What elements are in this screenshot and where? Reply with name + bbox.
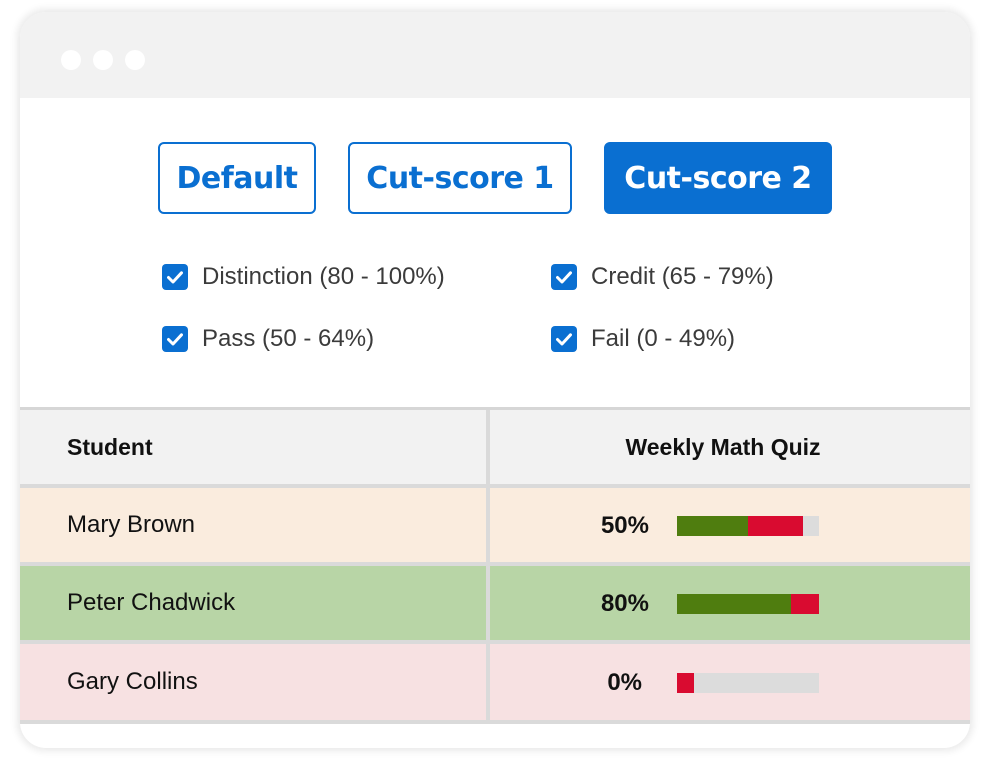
window-control-dot-icon[interactable] — [125, 50, 145, 70]
column-header-student[interactable]: Student — [20, 410, 490, 484]
filter-label: Distinction (80 - 100%) — [202, 263, 445, 290]
score-bar — [677, 516, 819, 536]
column-header-quiz[interactable]: Weekly Math Quiz — [625, 433, 821, 460]
score-bar-incorrect — [791, 594, 819, 614]
filter-pass[interactable]: Pass (50 - 64%) — [162, 324, 374, 354]
table-header-row: Student Weekly Math Quiz — [20, 410, 970, 488]
default-button[interactable]: Default — [158, 142, 316, 214]
score-bar-correct — [677, 516, 748, 536]
score-value: 80% — [600, 590, 649, 617]
checkbox-checked-icon[interactable] — [162, 264, 188, 290]
score-cell: 80% — [490, 566, 966, 640]
cut-score-selector: Default Cut-score 1 Cut-score 2 — [20, 142, 970, 214]
score-bar — [677, 673, 819, 693]
browser-window: Default Cut-score 1 Cut-score 2 Distinct… — [20, 12, 970, 748]
score-value: 0% — [607, 669, 642, 696]
filter-distinction[interactable]: Distinction (80 - 100%) — [162, 262, 445, 292]
checkbox-checked-icon[interactable] — [162, 326, 188, 352]
filter-label: Pass (50 - 64%) — [202, 325, 375, 352]
table-row[interactable]: Mary Brown 50% — [20, 488, 970, 566]
title-bar — [20, 12, 970, 98]
table-row[interactable]: Peter Chadwick 80% — [20, 566, 970, 644]
score-cell: 0% — [490, 644, 966, 720]
window-control-dot-icon[interactable] — [61, 50, 81, 70]
score-bar-incorrect — [748, 516, 803, 536]
filter-fail[interactable]: Fail (0 - 49%) — [551, 324, 735, 354]
window-control-dot-icon[interactable] — [93, 50, 113, 70]
cut-score-2-button[interactable]: Cut-score 2 — [604, 142, 832, 214]
student-name: Gary Collins — [20, 644, 490, 720]
student-name: Mary Brown — [20, 488, 490, 562]
filter-label: Fail (0 - 49%) — [591, 325, 736, 352]
table-row[interactable]: Gary Collins 0% — [20, 644, 970, 724]
checkbox-checked-icon[interactable] — [551, 326, 577, 352]
score-bar — [677, 594, 819, 614]
score-cell: 50% — [490, 488, 966, 562]
results-table: Student Weekly Math Quiz Mary Brown 50% … — [20, 407, 970, 724]
filter-credit[interactable]: Credit (65 - 79%) — [551, 262, 774, 292]
checkbox-checked-icon[interactable] — [551, 264, 577, 290]
score-value: 50% — [600, 512, 649, 539]
score-bar-incorrect — [677, 673, 694, 693]
cut-score-1-button[interactable]: Cut-score 1 — [348, 142, 572, 214]
filter-label: Credit (65 - 79%) — [591, 263, 774, 290]
student-name: Peter Chadwick — [20, 566, 490, 640]
score-bar-correct — [677, 594, 791, 614]
